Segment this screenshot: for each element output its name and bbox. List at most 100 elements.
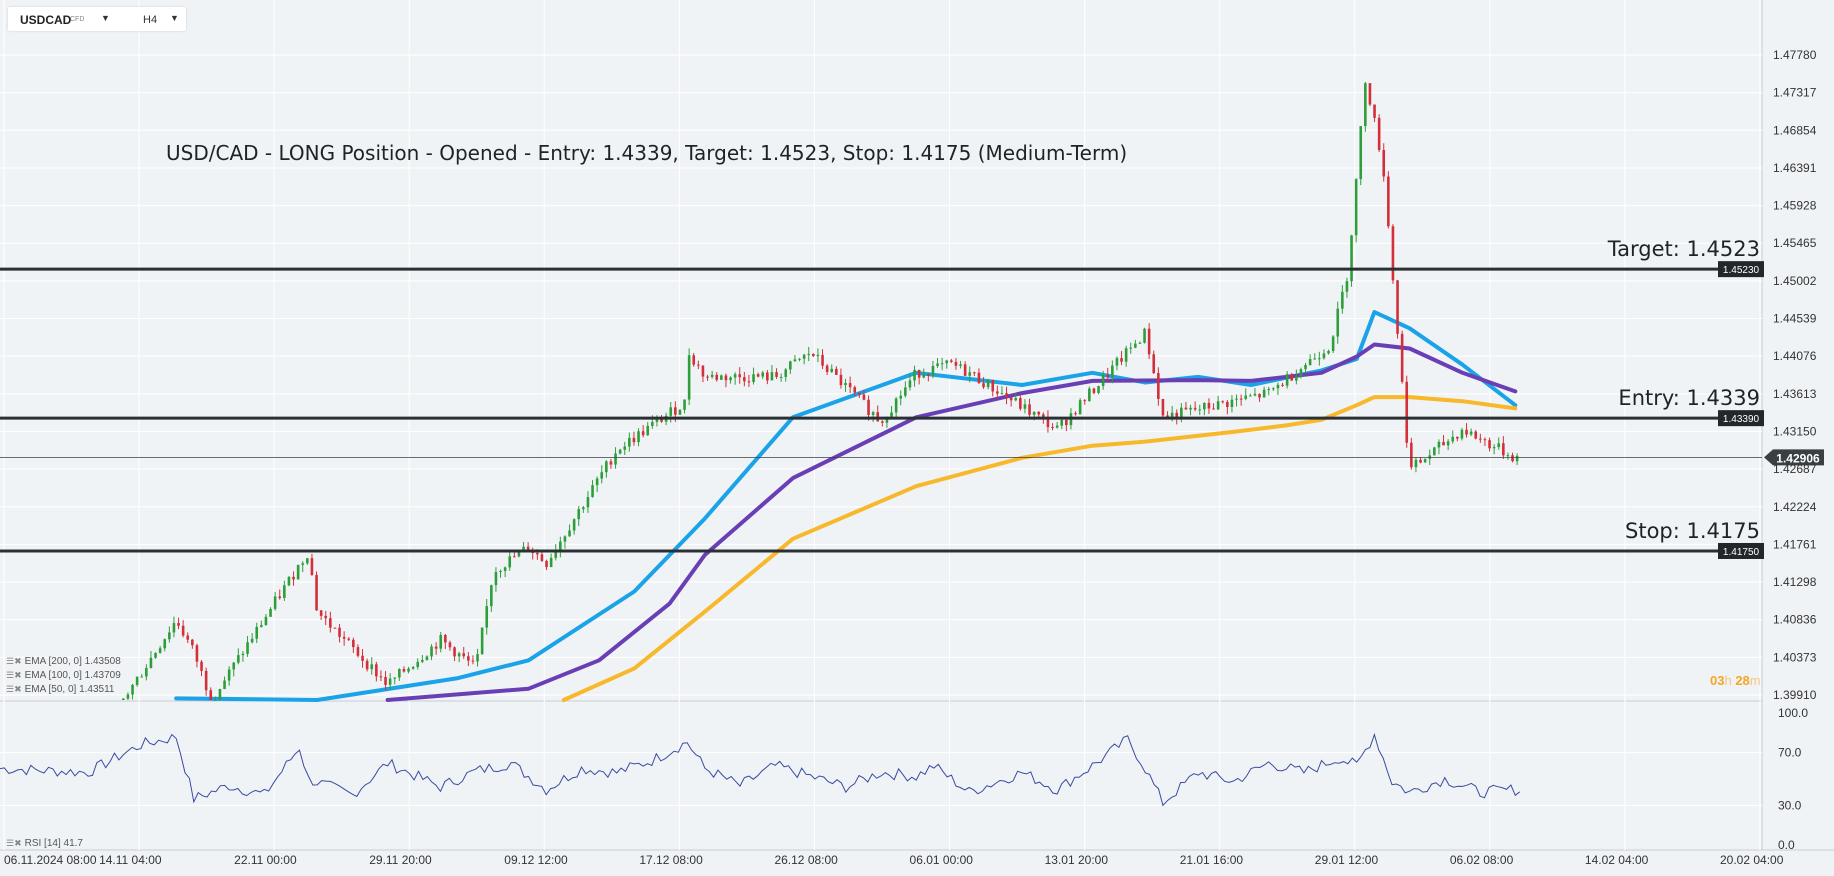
indicator-settings-icon[interactable]: ☰✖: [6, 684, 22, 694]
candle-body: [1147, 328, 1151, 355]
indicator-legend-ema50[interactable]: ☰✖ EMA [50, 0] 1.43511: [6, 684, 115, 695]
candle-body: [821, 354, 824, 366]
candle-body: [1410, 442, 1413, 468]
timeframe-selector[interactable]: H4: [143, 14, 158, 26]
rsi-tick-label: 30.0: [1778, 798, 1802, 812]
candle-body: [1189, 407, 1192, 410]
indicator-legend-rsi[interactable]: ☰✖ RSI [14] 41.7: [6, 838, 83, 849]
candle-body: [1479, 438, 1482, 440]
candle-body: [1253, 393, 1257, 396]
candle-body: [191, 639, 194, 646]
candle-body: [457, 653, 461, 657]
candle-body: [839, 374, 843, 386]
candle-body: [1308, 359, 1312, 365]
level-lines: Target: 1.4523 1.45230 Entry: 1.4339 1.4339…: [0, 237, 1824, 559]
symbol-toolbar: USDCAD CFD ▼ H4 ▼: [8, 7, 186, 31]
candle-body: [973, 372, 976, 374]
indicator-legend-ema200[interactable]: ☰✖ EMA [200, 0] 1.43508: [6, 656, 121, 667]
candle-body: [1511, 455, 1514, 462]
candle-body: [890, 412, 893, 419]
candle-body: [651, 421, 654, 426]
candle-body: [204, 670, 208, 691]
candle-body: [241, 653, 245, 656]
candle-body: [1023, 404, 1027, 409]
candle-body: [858, 392, 861, 395]
candle-body: [936, 363, 939, 366]
candle-body: [1446, 441, 1450, 446]
candle-body: [1414, 459, 1418, 468]
candle-body: [1138, 342, 1142, 344]
candle-body: [927, 374, 930, 376]
price-tick-label: 1.46854: [1773, 123, 1817, 137]
timeframe-dropdown-icon[interactable]: ▼: [170, 13, 179, 23]
time-tick-label: 26.12 08:00: [774, 853, 838, 867]
candle-body: [513, 556, 516, 558]
candle-body: [342, 636, 346, 639]
candle-body: [370, 664, 374, 670]
candle-body: [209, 690, 213, 700]
indicator-legend-ema100[interactable]: ☰✖ EMA [100, 0] 1.43709: [6, 670, 121, 681]
time-tick-label: 29.11 20:00: [369, 853, 432, 867]
candle-body: [1456, 436, 1459, 439]
indicator-settings-icon[interactable]: ☰✖: [6, 838, 22, 848]
candle-body: [384, 676, 387, 685]
time-tick-label: 14.02 04:00: [1585, 853, 1649, 867]
candle-body: [549, 557, 553, 568]
candle-body: [770, 372, 774, 381]
candle-body: [940, 363, 944, 365]
candle-body: [1097, 386, 1100, 393]
candle-body: [269, 608, 272, 617]
candle-body: [816, 354, 820, 357]
candle-body: [168, 632, 171, 640]
level-price-badge: [1718, 542, 1764, 559]
time-tick-label: 20.02 04:00: [1720, 853, 1784, 867]
candle-body: [1502, 443, 1505, 456]
candle-body: [1193, 407, 1197, 410]
candle-body: [733, 374, 737, 378]
candle-body: [186, 635, 190, 640]
indicator-settings-icon[interactable]: ☰✖: [6, 656, 22, 666]
candle-body: [1249, 395, 1252, 397]
price-tick-label: 1.44076: [1773, 349, 1817, 363]
candle-body: [1175, 412, 1179, 419]
candle-body: [379, 676, 383, 678]
price-tick-label: 1.46391: [1773, 161, 1817, 175]
candle-body: [462, 653, 466, 657]
candle-body: [131, 684, 134, 695]
candle-body: [554, 550, 558, 558]
candle-body: [1341, 291, 1344, 309]
candle-body: [812, 353, 815, 357]
candle-body: [227, 669, 231, 681]
candle-body: [609, 461, 613, 465]
candle-body: [830, 368, 834, 372]
candle-body: [738, 374, 742, 378]
candle-body: [752, 374, 755, 382]
candle-body: [1359, 126, 1363, 180]
level-price-badge: [1718, 410, 1764, 427]
symbol-selector[interactable]: USDCAD: [20, 13, 72, 27]
candle-body: [1088, 388, 1091, 401]
price-tick-label: 1.45002: [1773, 274, 1817, 288]
candle-body: [674, 407, 677, 415]
price-tick-label: 1.45928: [1773, 199, 1817, 213]
candle-body: [1239, 398, 1243, 400]
candle-body: [706, 376, 709, 378]
indicator-settings-icon[interactable]: ☰✖: [6, 670, 22, 680]
candle-body: [1115, 358, 1119, 366]
symbol-dropdown-icon[interactable]: ▼: [101, 13, 110, 23]
candle-body: [1170, 412, 1174, 418]
candle-body: [1000, 393, 1004, 395]
instrument-type-badge: CFD: [70, 16, 85, 23]
candle-body: [283, 585, 286, 599]
candle-body: [237, 655, 240, 663]
candle-body: [319, 610, 323, 616]
candle-body: [278, 596, 282, 599]
candle-body: [1267, 389, 1271, 391]
candle-body: [1042, 414, 1045, 418]
candle-body: [338, 627, 341, 637]
candle-body: [1203, 402, 1206, 410]
candle-body: [122, 698, 125, 700]
price-tick-label: 1.44539: [1773, 312, 1817, 326]
candle-body: [352, 639, 355, 648]
